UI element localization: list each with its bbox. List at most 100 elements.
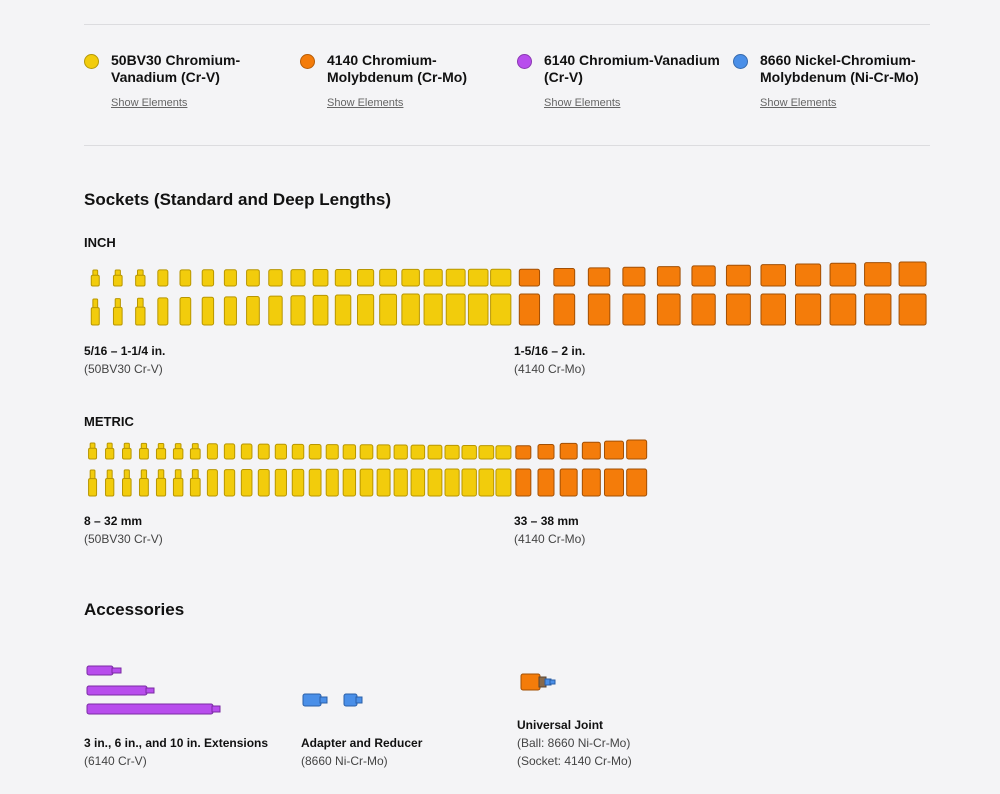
deep-socket bbox=[581, 468, 601, 497]
deep-socket bbox=[290, 295, 306, 326]
standard-socket bbox=[172, 443, 184, 460]
legend-dot-orange bbox=[300, 54, 315, 69]
deep-socket bbox=[179, 297, 192, 326]
deep-socket bbox=[537, 468, 555, 497]
deep-socket bbox=[461, 468, 477, 497]
standard-socket bbox=[760, 264, 787, 287]
standard-socket bbox=[829, 262, 857, 287]
deep-socket bbox=[553, 293, 576, 326]
deep-socket bbox=[410, 468, 426, 497]
universal-joint bbox=[520, 673, 556, 691]
adapter-caption: Adapter and Reducer (8660 Ni-Cr-Mo) bbox=[301, 734, 422, 770]
deep-socket bbox=[423, 293, 443, 326]
standard-socket bbox=[427, 444, 443, 460]
deep-socket bbox=[444, 468, 460, 497]
legend-name: 50BV30 Chromium-Vanadium (Cr-V) bbox=[111, 52, 241, 85]
deep-socket bbox=[691, 293, 716, 326]
deep-socket bbox=[829, 293, 857, 326]
deep-socket bbox=[268, 295, 283, 326]
standard-socket bbox=[138, 442, 149, 460]
standard-socket bbox=[559, 442, 578, 460]
standard-socket bbox=[334, 269, 352, 287]
sockets-title: Sockets (Standard and Deep Lengths) bbox=[84, 190, 391, 209]
deep-socket bbox=[427, 468, 443, 497]
universal-joint-name: Universal Joint bbox=[517, 718, 604, 732]
metric-range-cr-mo: 33 – 38 mm bbox=[514, 514, 579, 528]
extension-6in bbox=[86, 685, 155, 696]
deep-socket bbox=[291, 468, 305, 497]
show-elements-link[interactable]: Show Elements bbox=[544, 97, 621, 109]
adapter bbox=[302, 693, 328, 707]
inch-sockets-diagram bbox=[90, 261, 927, 326]
metric-note-cr-mo: (4140 Cr-Mo) bbox=[514, 532, 586, 546]
standard-socket bbox=[622, 266, 646, 287]
standard-socket bbox=[290, 269, 306, 287]
metric-range-cr-v: 8 – 32 mm bbox=[84, 514, 143, 528]
standard-socket bbox=[604, 440, 624, 460]
deep-socket bbox=[223, 296, 237, 326]
deep-socket bbox=[172, 469, 184, 497]
metric-note-cr-v: (50BV30 Cr-V) bbox=[84, 532, 163, 546]
deep-socket bbox=[376, 468, 391, 497]
inch-caption-cr-v: 5/16 – 1-1/4 in. (50BV30 Cr-V) bbox=[84, 342, 165, 378]
deep-socket bbox=[189, 469, 201, 497]
extensions-name: 3 in., 6 in., and 10 in. Extensions bbox=[84, 736, 269, 750]
deep-socket bbox=[138, 469, 149, 497]
deep-socket bbox=[356, 294, 375, 326]
standard-socket bbox=[122, 442, 132, 460]
deep-socket bbox=[88, 469, 98, 497]
standard-socket bbox=[401, 268, 420, 287]
standard-socket bbox=[376, 444, 391, 460]
standard-socket bbox=[410, 444, 426, 460]
standard-socket bbox=[105, 442, 115, 460]
standard-socket bbox=[537, 444, 555, 460]
deep-socket bbox=[445, 293, 466, 326]
deep-socket bbox=[155, 469, 167, 497]
deep-socket bbox=[795, 293, 822, 326]
deep-socket bbox=[898, 293, 927, 326]
legend-dot-purple bbox=[517, 54, 532, 69]
show-elements-link[interactable]: Show Elements bbox=[760, 97, 837, 109]
show-elements-link[interactable]: Show Elements bbox=[111, 97, 188, 109]
deep-socket bbox=[379, 293, 398, 326]
deep-socket bbox=[490, 293, 512, 326]
deep-socket bbox=[112, 298, 123, 326]
deep-socket bbox=[495, 468, 512, 497]
extension-3in bbox=[86, 665, 122, 676]
deep-socket bbox=[240, 469, 253, 497]
deep-socket bbox=[622, 293, 646, 326]
standard-socket bbox=[518, 268, 541, 287]
standard-socket bbox=[725, 264, 751, 287]
deep-socket bbox=[401, 293, 420, 326]
standard-socket bbox=[257, 443, 270, 460]
show-elements-link[interactable]: Show Elements bbox=[327, 97, 404, 109]
standard-socket bbox=[444, 444, 460, 460]
standard-socket bbox=[515, 445, 532, 460]
standard-socket bbox=[342, 444, 357, 460]
extensions-caption: 3 in., 6 in., and 10 in. Extensions (614… bbox=[84, 734, 268, 770]
legend-name: 6140 Chromium-Vanadium (Cr-V) bbox=[544, 52, 720, 85]
metric-caption-cr-v: 8 – 32 mm (50BV30 Cr-V) bbox=[84, 512, 163, 548]
deep-socket bbox=[478, 468, 495, 497]
standard-socket bbox=[898, 261, 927, 287]
deep-socket bbox=[223, 469, 236, 497]
deep-socket bbox=[201, 296, 215, 326]
standard-socket bbox=[201, 269, 215, 287]
standard-socket bbox=[467, 268, 489, 287]
extensions-material: (6140 Cr-V) bbox=[84, 754, 147, 768]
deep-socket bbox=[157, 297, 169, 326]
standard-socket bbox=[90, 269, 100, 287]
deep-socket bbox=[246, 295, 260, 326]
deep-socket bbox=[864, 293, 892, 326]
legend-dot-yellow bbox=[84, 54, 99, 69]
standard-socket bbox=[135, 269, 146, 287]
standard-socket bbox=[864, 262, 892, 287]
extension-10in bbox=[86, 703, 221, 715]
universal-joint-socket: (Socket: 4140 Cr-Mo) bbox=[517, 754, 632, 768]
standard-socket bbox=[379, 268, 398, 287]
material-legend: 50BV30 Chromium-Vanadium (Cr-V) Show Ele… bbox=[84, 52, 930, 122]
deep-socket bbox=[626, 468, 648, 497]
standard-socket bbox=[223, 269, 237, 287]
standard-socket bbox=[179, 269, 192, 287]
deep-socket bbox=[518, 293, 541, 326]
